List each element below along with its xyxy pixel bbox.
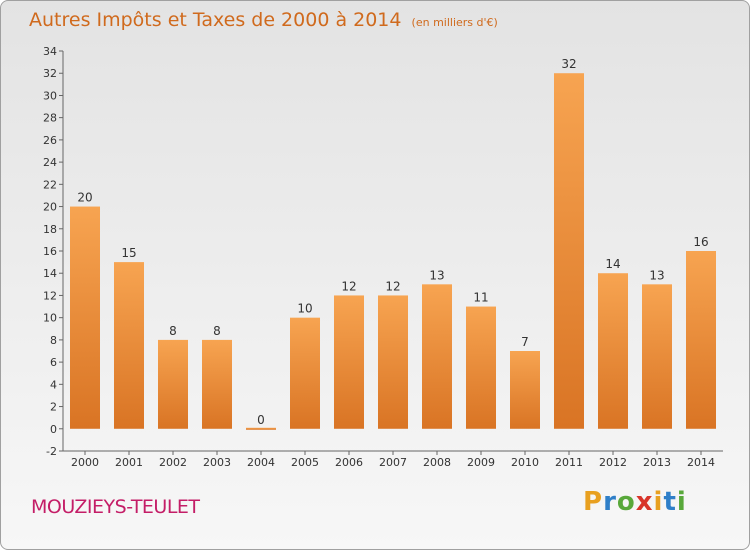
y-tick-label: 34 xyxy=(43,45,57,58)
x-tick-label: 2010 xyxy=(511,456,539,469)
bar-2007 xyxy=(378,295,408,429)
y-tick-label: 24 xyxy=(43,156,57,169)
y-tick-label: -2 xyxy=(46,445,57,458)
chart-title: Autres Impôts et Taxes de 2000 à 2014 (e… xyxy=(29,9,498,31)
y-tick-label: 26 xyxy=(43,134,57,147)
bar-value-label: 8 xyxy=(169,324,177,338)
y-tick-label: 30 xyxy=(43,89,57,102)
bar-2013 xyxy=(642,284,672,429)
chart-title-text: Autres Impôts et Taxes de 2000 à 2014 xyxy=(29,9,402,31)
bar-2014 xyxy=(686,251,716,429)
x-tick-label: 2002 xyxy=(159,456,187,469)
brand-letter: t xyxy=(663,487,677,517)
chart-labels: 20 15 8 8 0 10 12 12 13 11 7 32 14 13 16 xyxy=(77,57,708,427)
bar-2010 xyxy=(510,351,540,429)
y-tick-label: 22 xyxy=(43,178,57,191)
bar-value-label: 0 xyxy=(257,413,265,427)
y-tick-label: 10 xyxy=(43,312,57,325)
bar-2011 xyxy=(554,73,584,429)
bar-value-label: 10 xyxy=(297,302,312,316)
y-tick-label: 2 xyxy=(50,401,57,414)
bar-value-label: 12 xyxy=(385,279,400,293)
bar-2009 xyxy=(466,306,496,429)
y-tick-label: 28 xyxy=(43,112,57,125)
x-tick-label: 2009 xyxy=(467,456,495,469)
bar-2001 xyxy=(114,262,144,429)
bar-2006 xyxy=(334,295,364,429)
y-tick-label: 14 xyxy=(43,267,57,280)
x-tick-label: 2012 xyxy=(599,456,627,469)
bar-2005 xyxy=(290,317,320,429)
y-tick-label: 4 xyxy=(50,378,57,391)
bar-2004 xyxy=(246,427,276,430)
bar-value-label: 15 xyxy=(121,246,136,260)
bar-value-label: 12 xyxy=(341,279,356,293)
x-tick-label: 2005 xyxy=(291,456,319,469)
x-tick-label: 2013 xyxy=(643,456,671,469)
bar-value-label: 16 xyxy=(693,235,708,249)
bar-2003 xyxy=(202,339,232,429)
commune-name: MOUZIEYS-TEULET xyxy=(31,496,200,518)
y-tick-label: 12 xyxy=(43,289,57,302)
brand-letter: x xyxy=(635,487,654,517)
x-tick-label: 2000 xyxy=(71,456,99,469)
chart-bars xyxy=(70,73,716,430)
bar-value-label: 13 xyxy=(429,268,444,282)
bar-value-label: 13 xyxy=(649,268,664,282)
bar-2008 xyxy=(422,284,452,429)
y-tick-label: 18 xyxy=(43,223,57,236)
bar-value-label: 7 xyxy=(521,335,529,349)
brand-letter: r xyxy=(603,487,617,517)
x-tick-label: 2004 xyxy=(247,456,275,469)
bar-value-label: 11 xyxy=(473,291,488,305)
x-tick-label: 2003 xyxy=(203,456,231,469)
x-tick-label: 2008 xyxy=(423,456,451,469)
y-tick-label: 20 xyxy=(43,201,57,214)
bar-value-label: 20 xyxy=(77,191,92,205)
x-tick-label: 2006 xyxy=(335,456,363,469)
bar-2002 xyxy=(158,339,188,429)
bar-2012 xyxy=(598,273,628,429)
y-tick-label: 16 xyxy=(43,245,57,258)
y-tick-label: 32 xyxy=(43,67,57,80)
bar-value-label: 14 xyxy=(605,257,620,271)
brand-letter: i xyxy=(653,487,664,517)
brand-letter: i xyxy=(676,487,687,517)
proxiti-logo[interactable]: Proxiti xyxy=(583,487,687,517)
chart-subtitle: (en milliers d'€) xyxy=(411,16,498,29)
x-tick-label: 2014 xyxy=(687,456,715,469)
bar-value-label: 32 xyxy=(561,57,576,71)
x-tick-label: 2007 xyxy=(379,456,407,469)
brand-letter: P xyxy=(583,487,604,517)
y-tick-label: 0 xyxy=(50,423,57,436)
brand-letter: o xyxy=(616,487,636,517)
x-tick-label: 2001 xyxy=(115,456,143,469)
bar-2000 xyxy=(70,206,100,429)
bar-value-label: 8 xyxy=(213,324,221,338)
y-tick-label: 6 xyxy=(50,356,57,369)
y-tick-label: 8 xyxy=(50,334,57,347)
x-tick-label: 2011 xyxy=(555,456,583,469)
